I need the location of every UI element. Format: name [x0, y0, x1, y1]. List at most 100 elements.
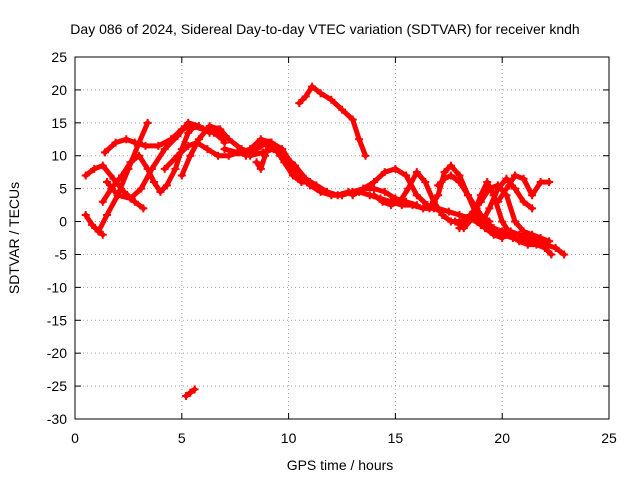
data-point	[184, 141, 193, 150]
data-point	[485, 184, 494, 193]
data-point	[126, 158, 135, 167]
data-point	[493, 197, 502, 206]
data-point	[421, 178, 430, 187]
data-point	[177, 171, 186, 180]
data-point	[280, 158, 289, 167]
data-point	[370, 191, 379, 200]
data-point	[111, 138, 120, 147]
data-point	[370, 178, 379, 187]
data-point	[395, 197, 404, 206]
data-point	[412, 168, 421, 177]
y-tick-label: 5	[59, 181, 67, 197]
data-point	[425, 204, 434, 213]
data-point	[519, 197, 528, 206]
data-point	[455, 224, 464, 233]
data-point	[464, 191, 473, 200]
data-point	[528, 191, 537, 200]
data-point	[476, 197, 485, 206]
data-point	[361, 151, 370, 160]
data-point	[434, 181, 443, 190]
y-tick-label: 0	[59, 214, 67, 230]
data-point	[233, 148, 242, 157]
data-point	[143, 118, 152, 127]
data-point	[154, 141, 163, 150]
series-arc-s	[493, 171, 554, 206]
data-point	[528, 204, 537, 213]
x-tick-label: 25	[601, 430, 617, 446]
data-point	[98, 197, 107, 206]
data-point	[186, 151, 195, 160]
data-point	[536, 178, 545, 187]
data-point	[455, 178, 464, 187]
data-point	[295, 99, 304, 108]
data-point	[498, 227, 507, 236]
data-point	[162, 181, 171, 190]
data-point	[511, 171, 520, 180]
data-point	[404, 184, 413, 193]
data-point	[252, 141, 261, 150]
data-point	[380, 168, 389, 177]
data-point	[190, 385, 199, 394]
y-tick-label: -5	[55, 246, 68, 262]
series-arc-t	[476, 174, 537, 229]
x-tick-label: 5	[178, 430, 186, 446]
data-point	[502, 174, 511, 183]
data-point	[203, 145, 212, 154]
chart-title: Day 086 of 2024, Sidereal Day-to-day VTE…	[70, 21, 579, 37]
data-point	[560, 250, 569, 259]
data-point	[301, 92, 310, 101]
data-point	[224, 151, 233, 160]
data-point	[547, 250, 556, 259]
data-point	[194, 135, 203, 144]
data-point	[338, 191, 346, 200]
data-point	[519, 174, 528, 183]
data-point	[100, 148, 109, 157]
data-point	[265, 138, 274, 147]
data-point	[545, 178, 554, 187]
data-point	[137, 184, 146, 193]
x-tick-label: 15	[388, 430, 404, 446]
data-point	[261, 151, 270, 160]
data-point	[117, 171, 126, 180]
data-point	[94, 227, 103, 236]
data-point	[135, 151, 144, 160]
data-point	[412, 201, 421, 210]
data-point	[256, 164, 265, 173]
data-point	[214, 151, 223, 160]
x-tick-label: 0	[71, 430, 79, 446]
series-arc-a	[81, 161, 148, 213]
data-point	[141, 141, 150, 150]
y-tick-label: -25	[47, 378, 67, 394]
y-tick-label: 15	[51, 115, 67, 131]
data-point	[139, 204, 148, 213]
series-arc-l	[295, 82, 370, 160]
y-tick-label: -10	[47, 279, 67, 295]
data-point	[528, 230, 537, 239]
x-tick-label: 20	[494, 430, 510, 446]
series-arc-k	[252, 138, 314, 187]
data-points	[81, 82, 569, 400]
data-point	[88, 220, 97, 229]
series-trace	[96, 120, 151, 234]
data-point	[511, 217, 520, 226]
data-point	[523, 240, 532, 249]
data-point	[103, 178, 112, 187]
y-tick-label: 25	[51, 49, 67, 65]
data-point	[519, 227, 528, 236]
series-trace	[83, 212, 106, 238]
data-point	[147, 164, 156, 173]
data-point	[182, 391, 191, 400]
data-point	[327, 191, 336, 200]
y-tick-label: 10	[51, 148, 67, 164]
data-point	[252, 158, 261, 167]
data-point	[316, 187, 325, 196]
data-point	[498, 217, 507, 226]
data-point	[348, 115, 357, 124]
data-point	[316, 89, 325, 98]
data-point	[126, 194, 135, 203]
data-point	[186, 388, 195, 397]
y-tick-label: -15	[47, 312, 67, 328]
data-point	[391, 164, 400, 173]
y-axis-title: SDTVAR / TECUs	[6, 182, 22, 294]
